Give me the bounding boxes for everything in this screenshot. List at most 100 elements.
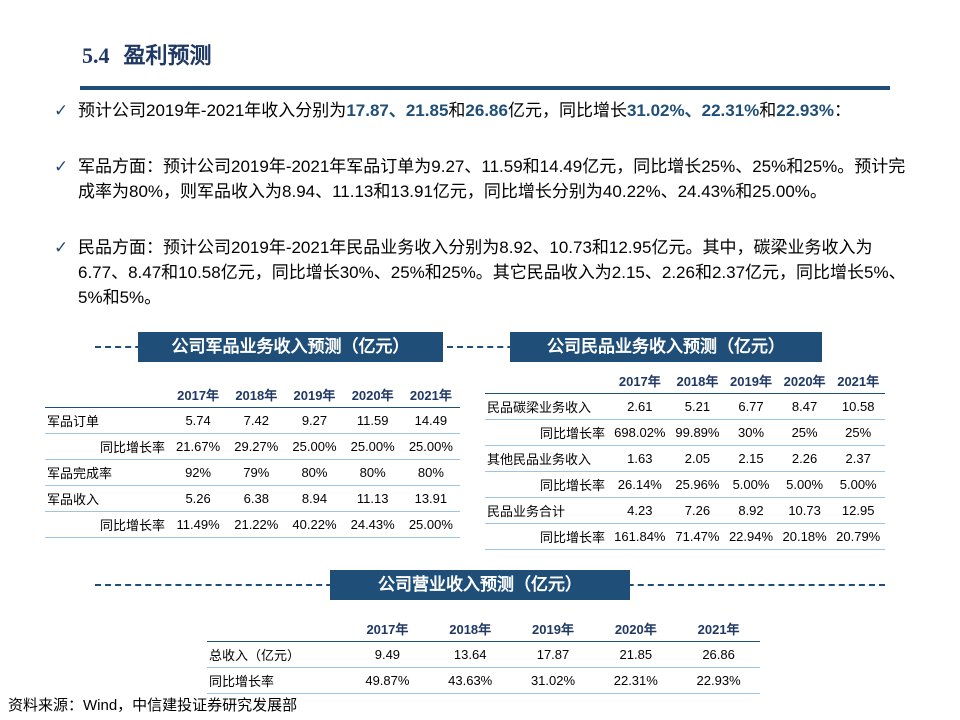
cell: 22.94% [724, 523, 778, 550]
table-row: 同比增长率 11.49% 21.22% 40.22% 24.43% 25.00% [45, 511, 460, 538]
header-cell: 2020年 [594, 616, 678, 642]
heading-rule [80, 86, 890, 90]
header-cell: 2021年 [401, 382, 460, 408]
cell: 40.22% [285, 511, 344, 538]
cell: 10.73 [777, 497, 832, 524]
cell: 161.84% [609, 523, 671, 550]
cell: 21.85 [594, 641, 678, 668]
data-table: 2017年 2018年 2019年 2020年 2021年 民品碳梁业务收入 2.61 5.2… [485, 368, 885, 550]
cell: 26.14% [609, 471, 671, 498]
row-label: 同比增长率 [207, 667, 346, 694]
table-row: 军品收入 5.26 6.38 8.94 11.13 13.91 [45, 485, 460, 512]
cell: 49.87% [346, 667, 429, 694]
row-label: 民品业务合计 [485, 497, 609, 524]
check-icon: ✓ [54, 101, 69, 120]
cell: 22.93% [677, 667, 760, 694]
cell: 9.27 [285, 407, 344, 434]
cell: 43.63% [428, 667, 512, 694]
check-icon: ✓ [54, 157, 69, 176]
bullet: ✓ 民品方面：预计公司2019年-2021年民品业务收入分别为8.92、10.73… [54, 235, 909, 310]
cell: 22.31% [594, 667, 678, 694]
table-row: 同比增长率 49.87% 43.63% 31.02% 22.31% 22.93% [207, 667, 760, 694]
cell: 80% [343, 459, 402, 486]
bullet: ✓ 军品方面：预计公司2019年-2021年军品订单为9.27、11.59和14.… [54, 154, 909, 204]
cell: 2.61 [609, 393, 671, 420]
section-title: 盈利预测 [123, 43, 212, 68]
header-cell: 2019年 [285, 382, 344, 408]
table-row: 军品订单 5.74 7.42 9.27 11.59 14.49 [45, 407, 460, 434]
cell: 2.15 [724, 445, 778, 472]
text-run: 17.87、21.85 [346, 101, 449, 120]
cell: 5.26 [169, 485, 228, 512]
cell: 6.77 [724, 393, 778, 420]
header-cell: 2020年 [777, 368, 832, 394]
row-label: 民品碳梁业务收入 [485, 393, 609, 420]
text-run: 22.93% [776, 101, 834, 120]
row-label: 军品订单 [45, 407, 169, 434]
cell: 31.02% [511, 667, 595, 694]
cell: 11.59 [343, 407, 402, 434]
cell: 1.63 [609, 445, 671, 472]
heading: 5.4 盈利预测 [82, 38, 226, 70]
header-cell: 2021年 [831, 368, 885, 394]
check-icon: ✓ [54, 238, 69, 257]
bullet-text: 军品方面：预计公司2019年-2021年军品订单为9.27、11.59和14.4… [78, 154, 909, 204]
table-row: 同比增长率 21.67% 29.27% 25.00% 25.00% 25.00% [45, 433, 460, 460]
source-note: 资料来源：Wind，中信建投证券研究发展部 [8, 697, 298, 714]
header-cell: 2019年 [511, 616, 595, 642]
text-run: 军品方面：预计公司2019年-2021年军品订单为9.27、11.59和14.4… [78, 157, 906, 201]
row-label: 军品收入 [45, 485, 169, 512]
data-table: 2017年 2018年 2019年 2020年 2021年 军品订单 5.74 7.42 9.2… [45, 382, 460, 538]
cell: 21.22% [227, 511, 286, 538]
text-run: 亿元，同比增长 [507, 101, 627, 120]
cell: 6.38 [227, 485, 286, 512]
table-title: 公司民品业务收入预测（亿元） [510, 332, 822, 362]
cell: 25.96% [670, 471, 725, 498]
row-label: 同比增长率 [485, 523, 609, 550]
cell: 80% [401, 459, 460, 486]
cell: 8.92 [724, 497, 778, 524]
bullet-text: 预计公司2019年-2021年收入分别为17.87、21.85和26.86亿元，… [78, 98, 909, 123]
cell: 8.94 [285, 485, 344, 512]
section-number: 5.4 [82, 43, 110, 68]
table-title: 公司营业收入预测（亿元） [330, 570, 630, 600]
table-title: 公司军品业务收入预测（亿元） [138, 332, 443, 362]
cell: 20.18% [777, 523, 832, 550]
row-label: 同比增长率 [45, 511, 169, 538]
cell: 2.37 [831, 445, 885, 472]
text-run: 26.86 [465, 101, 508, 120]
row-label: 其他民品业务收入 [485, 445, 609, 472]
cell: 5.00% [777, 471, 832, 498]
cell: 21.67% [169, 433, 228, 460]
text-run: 31.02%、22.31% [626, 101, 760, 120]
text-run: 预计公司2019年-2021年收入分别为 [78, 101, 347, 120]
row-label: 同比增长率 [45, 433, 169, 460]
cell: 79% [227, 459, 286, 486]
header-cell [485, 368, 609, 394]
table-row: 同比增长率 26.14% 25.96% 5.00% 5.00% 5.00% [485, 471, 885, 498]
header-cell: 2019年 [724, 368, 778, 394]
cell: 25% [777, 419, 832, 446]
cell: 5.21 [670, 393, 725, 420]
cell: 25% [831, 419, 885, 446]
row-label: 总收入（亿元） [207, 641, 346, 668]
cell: 7.42 [227, 407, 286, 434]
cell: 25.00% [401, 511, 460, 538]
text-run: 和 [448, 101, 466, 120]
table-row: 军品完成率 92% 79% 80% 80% 80% [45, 459, 460, 486]
cell: 14.49 [401, 407, 460, 434]
row-label: 同比增长率 [485, 471, 609, 498]
cell: 12.95 [831, 497, 885, 524]
table-row: 总收入（亿元） 9.49 13.64 17.87 21.85 26.86 [207, 641, 760, 668]
cell: 92% [169, 459, 228, 486]
cell: 17.87 [511, 641, 595, 668]
header-cell: 2018年 [227, 382, 286, 408]
cell: 11.49% [169, 511, 228, 538]
cell: 99.89% [670, 419, 725, 446]
table-row: 民品碳梁业务收入 2.61 5.21 6.77 8.47 10.58 [485, 393, 885, 420]
cell: 8.47 [777, 393, 832, 420]
bullet-text: 民品方面：预计公司2019年-2021年民品业务收入分别为8.92、10.73和… [78, 235, 909, 310]
cell: 25.00% [285, 433, 344, 460]
header-row: 2017年 2018年 2019年 2020年 2021年 [45, 382, 460, 408]
header-cell: 2018年 [670, 368, 725, 394]
